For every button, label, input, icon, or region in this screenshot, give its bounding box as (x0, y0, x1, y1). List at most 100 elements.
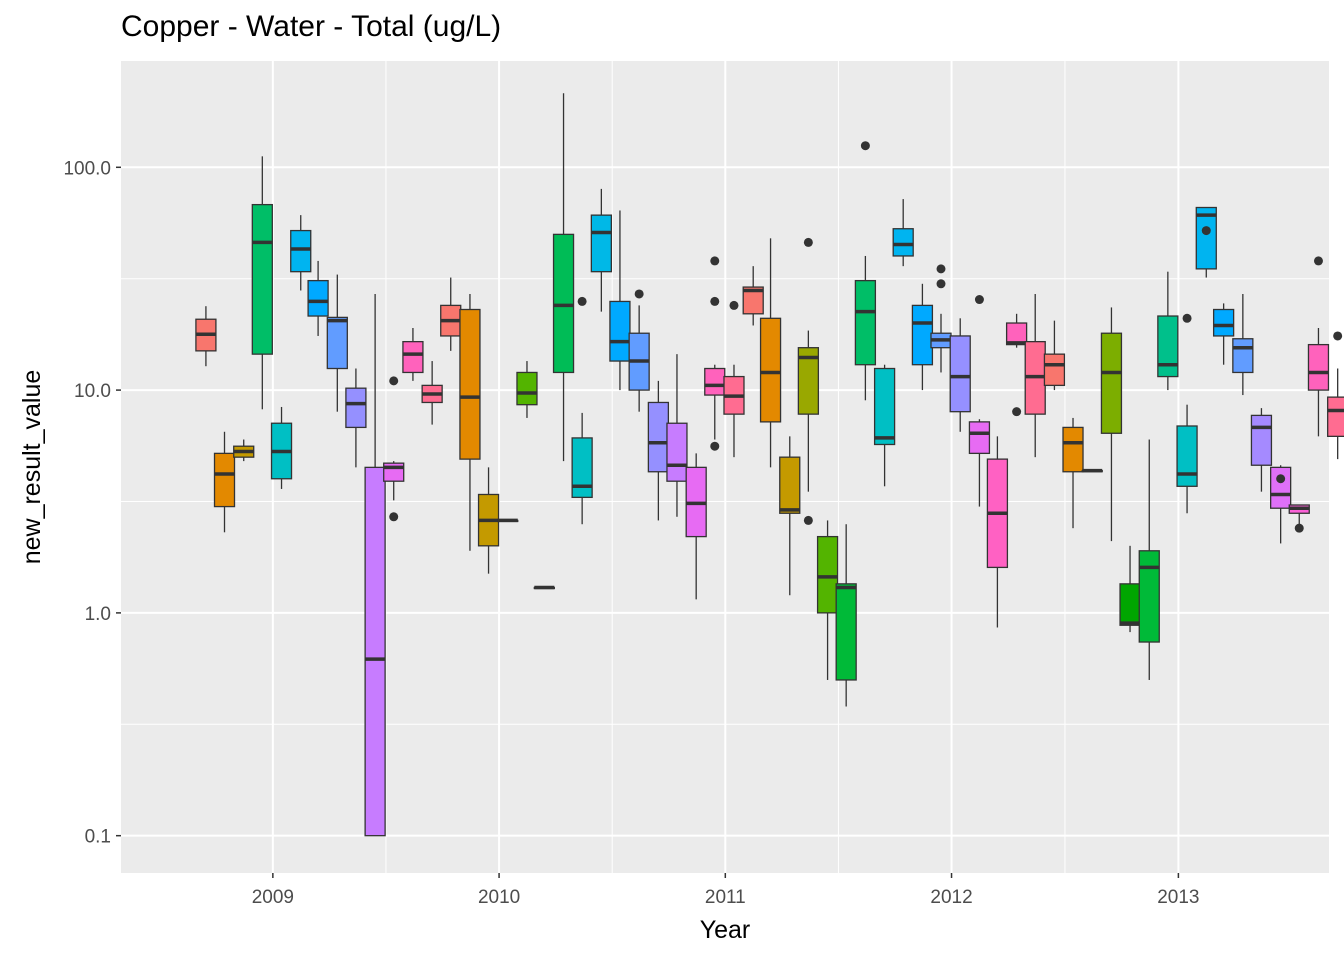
y-tick-label: 10.0 (74, 381, 111, 402)
box-body (911, 304, 934, 366)
box (195, 306, 217, 367)
box-body (290, 229, 312, 273)
box-outlier (389, 376, 399, 386)
box (986, 436, 1009, 628)
box-body (968, 421, 991, 455)
box (1043, 320, 1066, 391)
box (383, 376, 405, 522)
box-body (402, 340, 424, 374)
box (949, 318, 971, 432)
box-body (1138, 550, 1160, 643)
chart-title: Copper - Water - Total (ug/L) (121, 10, 502, 43)
box-body (459, 308, 481, 460)
box-body (609, 300, 631, 362)
box-body (1043, 353, 1066, 387)
box-body (1005, 322, 1028, 346)
box-body (742, 286, 764, 315)
y-tick-label: 0.1 (85, 827, 111, 848)
box (1062, 417, 1084, 529)
box (647, 380, 670, 521)
box-outlier (1012, 407, 1022, 417)
box (816, 520, 839, 680)
box-body (1176, 425, 1198, 487)
box-outlier (634, 289, 644, 299)
box-body (516, 371, 538, 406)
box (1232, 293, 1254, 396)
box-outlier (936, 264, 946, 274)
box-body (854, 279, 877, 366)
box-outlier (1333, 331, 1343, 341)
box-body (1212, 308, 1235, 337)
box (1195, 206, 1217, 278)
box (516, 361, 538, 418)
box-outlier (1276, 474, 1286, 484)
box (402, 327, 424, 381)
box-body (779, 456, 801, 514)
box (797, 237, 820, 525)
box (571, 296, 593, 525)
box (1100, 307, 1123, 542)
box (1250, 408, 1273, 492)
box-body (345, 387, 367, 429)
box-outlier (729, 300, 739, 310)
box (968, 295, 991, 507)
box-body (571, 437, 593, 499)
box-outlier (389, 512, 399, 522)
box-body (1250, 414, 1273, 466)
y-tick-label: 100.0 (63, 158, 111, 179)
y-axis-title: new_result_value (18, 370, 46, 565)
box (590, 188, 612, 312)
box (666, 354, 688, 517)
box-body (1157, 315, 1179, 378)
box (421, 361, 443, 425)
box (609, 210, 631, 391)
box-body (213, 452, 236, 508)
box-outlier (1182, 313, 1192, 323)
x-tick-label: 2011 (705, 887, 746, 908)
box (873, 364, 896, 487)
box-outlier (860, 141, 870, 151)
box-body (1062, 426, 1084, 473)
box (1270, 465, 1292, 544)
box (685, 453, 707, 600)
box-body (759, 317, 782, 423)
box (628, 289, 650, 412)
x-tick-label: 2010 (478, 887, 520, 908)
box (1307, 256, 1330, 437)
box-outlier (1294, 523, 1304, 533)
box (835, 524, 857, 707)
box-body (816, 535, 839, 614)
box (930, 264, 952, 373)
box-body (1270, 466, 1292, 509)
box-outlier (803, 237, 813, 247)
box (759, 238, 782, 468)
box-body (552, 233, 575, 374)
box (1327, 331, 1344, 460)
box (290, 215, 312, 291)
box (364, 293, 386, 837)
box (892, 199, 914, 267)
box (326, 274, 348, 412)
box-outlier (1313, 256, 1323, 266)
box-body (1195, 206, 1217, 270)
box (440, 277, 462, 351)
y-axis: 0.1 1.0 10.0 100.0 (63, 158, 121, 848)
box (779, 436, 801, 596)
box-body (1327, 396, 1344, 437)
box-body (1119, 583, 1141, 626)
box (307, 260, 329, 336)
box (1138, 439, 1160, 680)
box-outlier (1201, 226, 1211, 236)
x-tick-label: 2012 (930, 887, 972, 908)
box (1119, 545, 1141, 633)
x-axis-title: Year (700, 916, 751, 944)
box (742, 266, 764, 326)
y-tick-label: 1.0 (85, 604, 111, 625)
box (1081, 468, 1103, 473)
box (459, 293, 481, 551)
box-body (251, 203, 273, 355)
box-body (590, 214, 612, 273)
box (345, 368, 367, 468)
box-body (892, 228, 914, 257)
